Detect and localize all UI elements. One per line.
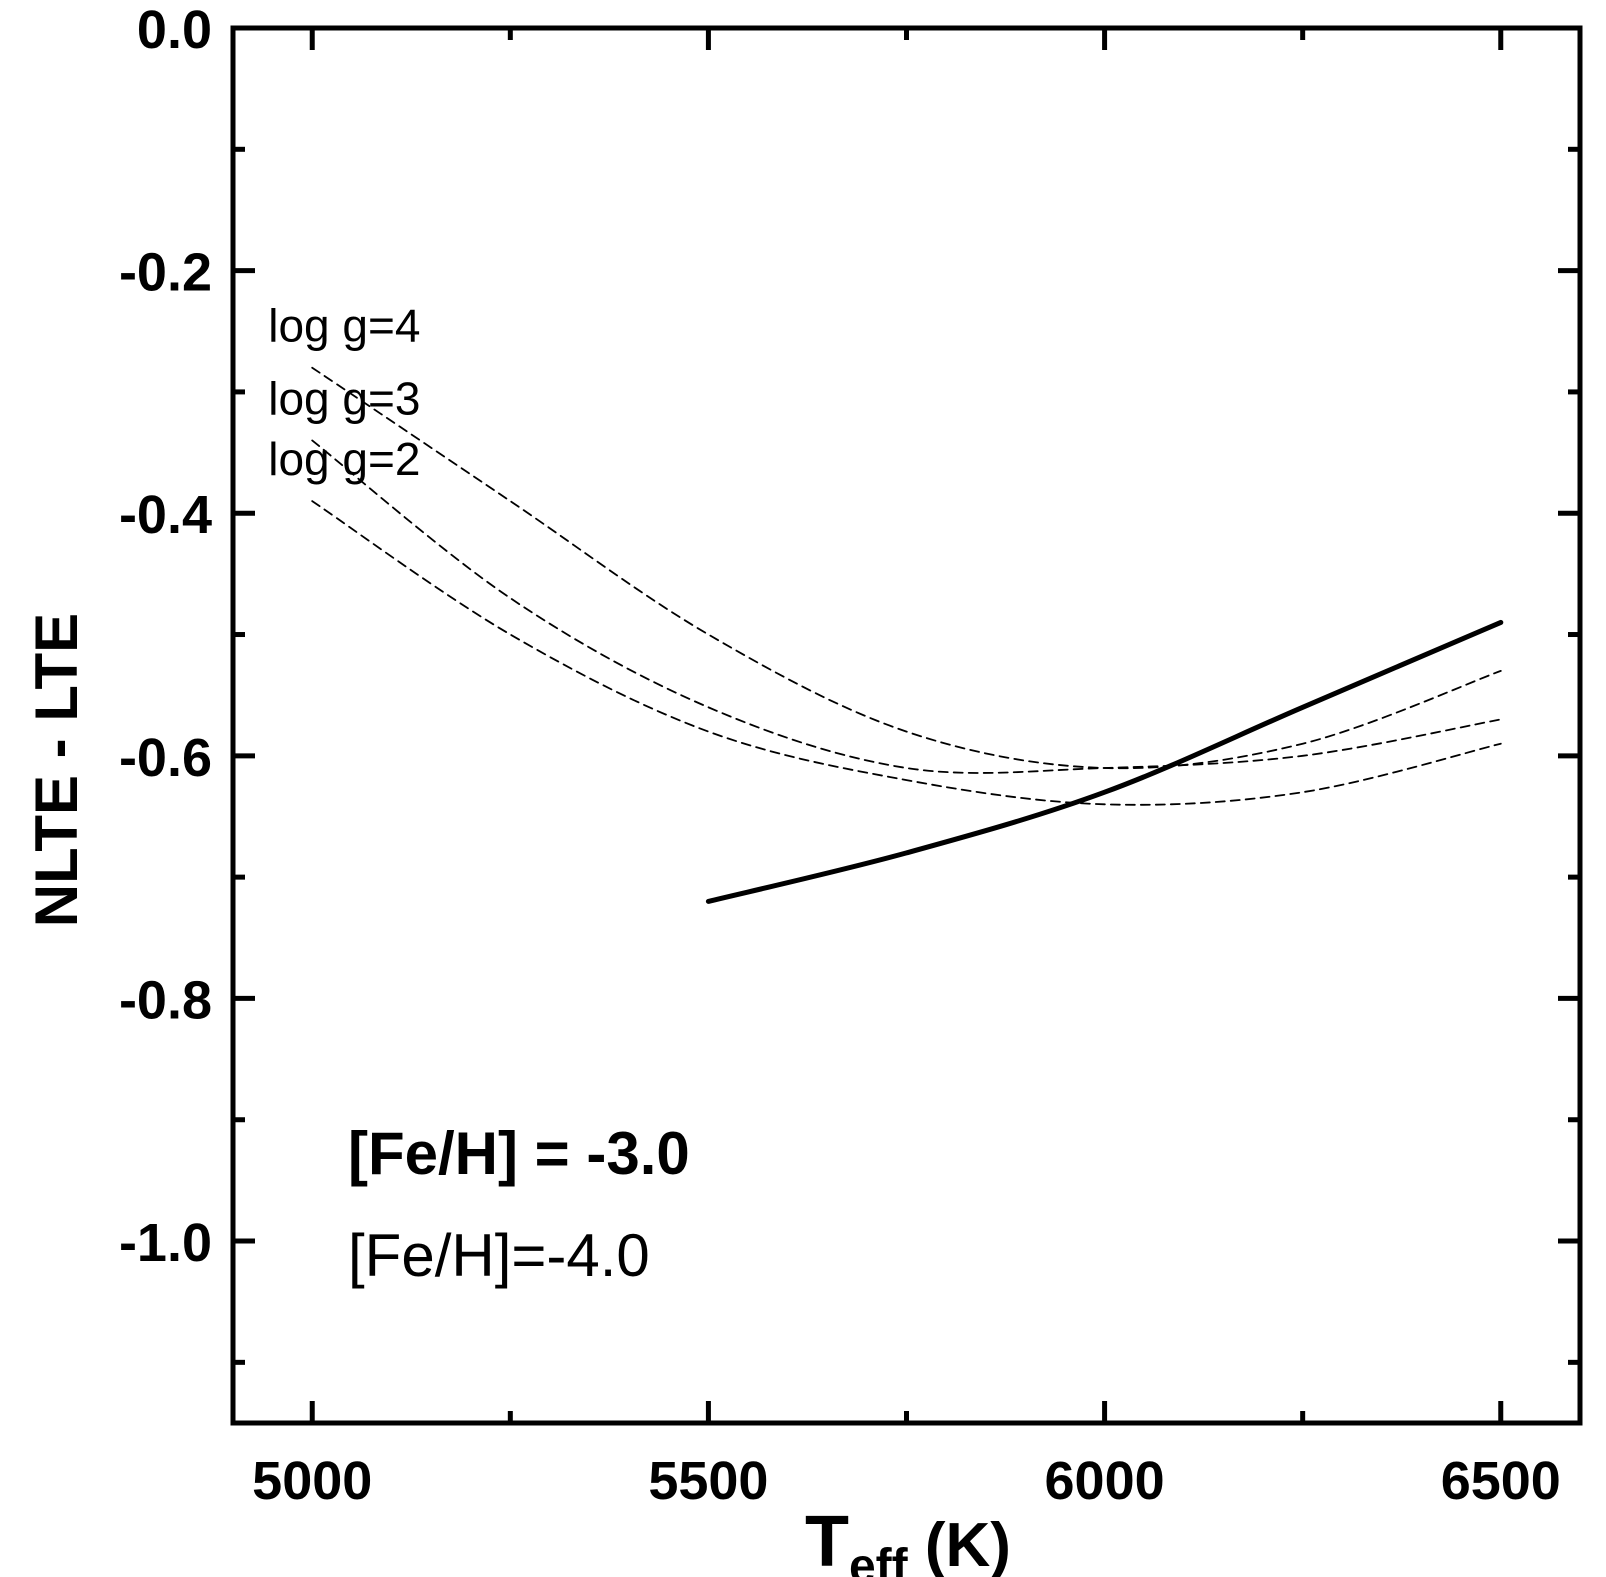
series-layer: [311, 366, 1504, 904]
x-tick-label: 5500: [648, 1451, 768, 1511]
y-tick-label: 0.0: [137, 0, 212, 60]
legend-entry-feh-3: [Fe/H] = -3.0: [348, 1120, 690, 1187]
y-tick-label: -0.2: [119, 243, 212, 303]
series-line-log-g-3: [311, 439, 1502, 774]
tick-labels: 5000 5500 6000 6500 0.0 -0.2 -0.4 -0.6 -0.8 -1.0: [119, 0, 1561, 1511]
curve-labels: log g=4 log g=3 log g=2: [268, 300, 420, 485]
axis-ticks: [233, 25, 1580, 1423]
curve-label-log-g-2: log g=2: [268, 433, 420, 485]
x-tick-label: 5000: [252, 1451, 372, 1511]
x-axis-title-subscript: eff: [849, 1540, 909, 1577]
x-axis-title-main: T: [805, 1502, 849, 1577]
legend: [Fe/H] = -3.0 [Fe/H]=-4.0: [348, 1120, 690, 1289]
y-tick-label: -1.0: [119, 1213, 212, 1273]
y-tick-label: -0.8: [119, 970, 212, 1030]
curve-label-log-g-4: log g=4: [268, 300, 420, 352]
series-line-feh-3: [705, 619, 1504, 904]
x-axis-title-unit: (K): [908, 1511, 1011, 1577]
plot-frame: [230, 25, 1583, 1426]
y-axis-title: NLTE - LTE: [23, 613, 90, 927]
series-line-log-g-2: [311, 500, 1502, 806]
curve-label-log-g-3: log g=3: [268, 372, 420, 424]
x-axis-title: Teff (K): [805, 1502, 1011, 1577]
y-tick-label: -0.4: [119, 485, 212, 545]
legend-entry-feh-4: [Fe/H]=-4.0: [348, 1222, 650, 1289]
plot-area: [230, 25, 1583, 1426]
x-tick-label: 6000: [1045, 1451, 1165, 1511]
x-tick-label: 6500: [1441, 1451, 1561, 1511]
y-tick-label: -0.6: [119, 728, 212, 788]
series-line-log-g-4: [311, 366, 1502, 770]
